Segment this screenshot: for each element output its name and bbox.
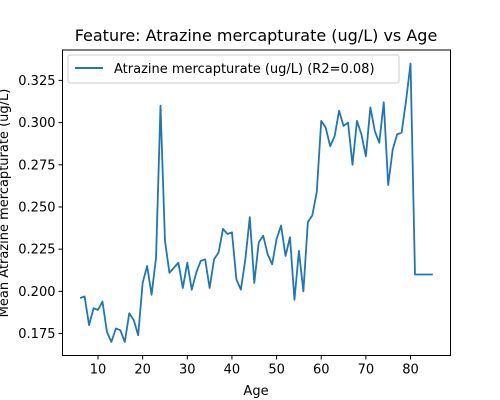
y-tick-label: 0.300 — [18, 116, 55, 131]
x-tick-label: 10 — [90, 363, 107, 378]
y-axis: 0.175 0.200 0.225 0.250 0.275 0.300 0.325 — [18, 74, 63, 342]
x-tick-label: 80 — [402, 363, 419, 378]
series-line-0 — [79, 62, 433, 343]
x-tick-label: 40 — [224, 363, 241, 378]
legend: Atrazine mercapturate (ug/L) (R2=0.08) — [67, 54, 400, 84]
x-tick-label: 30 — [179, 363, 196, 378]
y-tick-label: 0.325 — [18, 74, 55, 89]
y-tick-label: 0.175 — [18, 327, 55, 342]
x-tick-label: 20 — [134, 363, 151, 378]
plot-area — [79, 62, 433, 343]
x-tick-label: 70 — [358, 363, 375, 378]
y-tick-label: 0.250 — [18, 200, 55, 215]
x-axis-label: Age — [243, 384, 268, 399]
y-tick-label: 0.275 — [18, 158, 55, 173]
chart-title: Feature: Atrazine mercapturate (ug/L) vs… — [75, 26, 438, 45]
plot-frame — [62, 49, 451, 356]
legend-label: Atrazine mercapturate (ug/L) (R2=0.08) — [114, 62, 375, 77]
legend-box — [67, 54, 400, 84]
x-tick-label: 50 — [268, 363, 285, 378]
y-axis-label: Mean Atrazine mercapturate (ug/L) — [0, 89, 12, 318]
y-tick-label: 0.200 — [18, 285, 55, 300]
x-axis: 10 20 30 40 50 60 70 80 — [90, 355, 419, 378]
x-tick-label: 60 — [313, 363, 330, 378]
y-tick-label: 0.225 — [18, 243, 55, 258]
